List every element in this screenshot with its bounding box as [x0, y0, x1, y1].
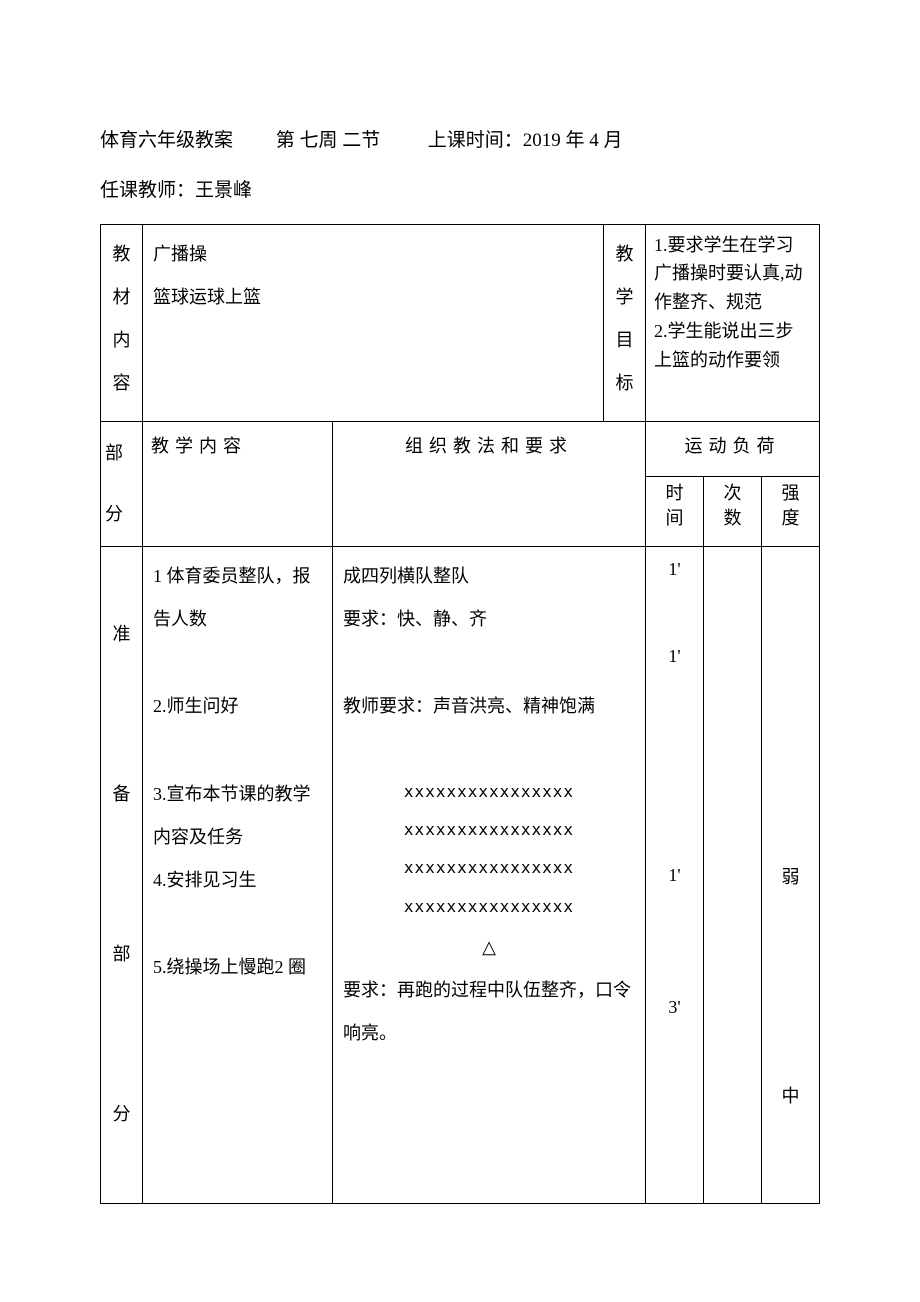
class-time-label: 上课时间：: [428, 130, 523, 151]
formation-row-4: xxxxxxxxxxxxxxxx: [343, 888, 635, 926]
prep-item-1: 1 体育委员整队，报告人数: [153, 555, 322, 641]
material-label-char2: 材: [105, 276, 138, 319]
spacer: [343, 729, 635, 773]
prep-char1: 准: [105, 613, 138, 656]
goal-label-char1: 教: [608, 233, 641, 276]
time-header: 时间: [665, 483, 683, 528]
prep-time-cell: 1' 1' 1' 3': [645, 546, 703, 1203]
time-header-cell: 时间: [645, 476, 703, 546]
intensity-weak: 弱: [763, 856, 818, 899]
prep-intensity-cell: 弱 中: [761, 546, 819, 1203]
method-header: 组织教法和要求: [405, 436, 573, 456]
goal-content-cell: 1.要求学生在学习广播操时要认真,动作整齐、规范 2.学生能说出三步上篮的动作要…: [645, 224, 819, 421]
prep-item-5: 5.绕操场上慢跑2 圈: [153, 946, 322, 989]
doc-title: 体育六年级教案: [100, 130, 233, 151]
spacer: [763, 548, 818, 856]
content-header: 教学内容: [151, 436, 247, 456]
material-label-cell: 教 材 内 容: [101, 224, 143, 421]
material-label-char1: 教: [105, 233, 138, 276]
spacer: [647, 678, 702, 854]
time-2: 1': [647, 635, 702, 678]
load-header: 运动负荷: [684, 436, 780, 456]
spacer: [647, 591, 702, 635]
prep-item-3: 3.宣布本节课的教学内容及任务: [153, 773, 322, 859]
lesson-plan-table: 教 材 内 容 广播操 篮球运球上篮 教 学 目 标 1.要求学生在学习广播操时…: [100, 224, 820, 1204]
section-label-cell: 部 分: [101, 421, 143, 546]
material-label-char4: 容: [105, 362, 138, 405]
prep-count-cell: [703, 546, 761, 1203]
spacer: [153, 729, 322, 773]
intensity-mid: 中: [763, 1075, 818, 1118]
load-header-cell: 运动负荷: [645, 421, 819, 476]
teacher-name: 王景峰: [195, 180, 252, 201]
content-header-cell: 教学内容: [143, 421, 333, 546]
material-content-cell: 广播操 篮球运球上篮: [143, 224, 604, 421]
goal-label-cell: 教 学 目 标: [603, 224, 645, 421]
material-line2: 篮球运球上篮: [153, 276, 593, 319]
prep-item-2: 2.师生问好: [153, 685, 322, 728]
spacer: [647, 898, 702, 986]
prep-method-cell: 成四列横队整队 要求：快、静、齐 教师要求：声音洪亮、精神饱满 xxxxxxxx…: [333, 546, 646, 1203]
prep-section-label-cell: 准 备 部 分: [101, 546, 143, 1203]
method-header-cell: 组织教法和要求: [333, 421, 646, 546]
section-label-char2: 分: [105, 493, 138, 536]
header-line: 体育六年级教案 第 七周 二节 上课时间：2019 年 4 月: [100, 120, 820, 162]
row-section-header: 部 分 教学内容 组织教法和要求 运动负荷: [101, 421, 820, 476]
goal-label-char3: 目: [608, 319, 641, 362]
method-1a: 成四列横队整队: [343, 555, 635, 598]
goal-label-char2: 学: [608, 276, 641, 319]
lesson-plan-page: 体育六年级教案 第 七周 二节 上课时间：2019 年 4 月 任课教师：王景峰…: [0, 0, 920, 1302]
class-time-value: 2019 年 4 月: [523, 130, 623, 151]
prep-char3: 部: [105, 933, 138, 976]
material-line1: 广播操: [153, 233, 593, 276]
formation-row-2: xxxxxxxxxxxxxxxx: [343, 811, 635, 849]
prep-char2: 备: [105, 773, 138, 816]
week-section: 第 七周 二节: [276, 130, 381, 151]
method-2: 教师要求：声音洪亮、精神饱满: [343, 685, 635, 728]
formation-row-1: xxxxxxxxxxxxxxxx: [343, 773, 635, 811]
section-label-char1: 部: [105, 432, 138, 475]
time-5: 3': [647, 986, 702, 1029]
teacher-line: 任课教师：王景峰: [100, 170, 820, 212]
prep-item-4: 4.安排见习生: [153, 859, 322, 902]
time-1: 1': [647, 548, 702, 591]
goal-1: 1.要求学生在学习广播操时要认真,动作整齐、规范: [654, 231, 811, 317]
intensity-header: 强度: [781, 483, 799, 528]
row-prep-body: 准 备 部 分 1 体育委员整队，报告人数 2.师生问好 3.宣布本节课的教学内…: [101, 546, 820, 1203]
goal-2: 2.学生能说出三步上篮的动作要领: [654, 317, 811, 375]
count-header-cell: 次数: [703, 476, 761, 546]
row-material-goal: 教 材 内 容 广播操 篮球运球上篮 教 学 目 标 1.要求学生在学习广播操时…: [101, 224, 820, 421]
prep-section-label-stack: 准 备 部 分: [105, 555, 138, 1195]
method-5: 要求：再跑的过程中队伍整齐，口令响亮。: [343, 969, 635, 1055]
prep-char4: 分: [105, 1093, 138, 1136]
spacer: [153, 641, 322, 685]
spacer: [763, 899, 818, 1075]
material-label-char3: 内: [105, 319, 138, 362]
method-1b: 要求：快、静、齐: [343, 598, 635, 641]
spacer: [105, 475, 138, 493]
formation-teacher-triangle: △: [343, 926, 635, 969]
prep-content-cell: 1 体育委员整队，报告人数 2.师生问好 3.宣布本节课的教学内容及任务 4.安…: [143, 546, 333, 1203]
teacher-label: 任课教师：: [100, 180, 195, 201]
goal-label-char4: 标: [608, 362, 641, 405]
spacer: [153, 902, 322, 946]
intensity-header-cell: 强度: [761, 476, 819, 546]
count-header: 次数: [723, 483, 741, 528]
formation-row-3: xxxxxxxxxxxxxxxx: [343, 849, 635, 887]
time-3: 1': [647, 854, 702, 897]
spacer: [343, 641, 635, 685]
